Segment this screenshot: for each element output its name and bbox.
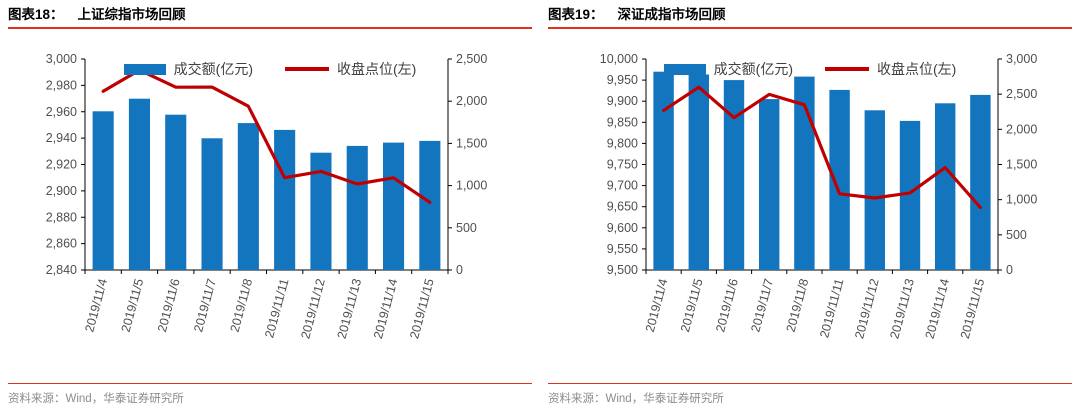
svg-text:9,700: 9,700 — [607, 179, 638, 193]
svg-text:9,900: 9,900 — [607, 94, 638, 108]
szse-chart: 9,500 9,550 9,600 9,650 9,700 9,750 9,800 9,850… — [548, 38, 1072, 381]
panel-title: 深证成指市场回顾 — [617, 7, 726, 22]
svg-text:9,850: 9,850 — [607, 115, 638, 129]
svg-text:2019/11/6: 2019/11/6 — [155, 277, 183, 333]
svg-text:2019/11/6: 2019/11/6 — [713, 277, 741, 333]
source-note: 资料来源：Wind，华泰证券研究所 — [8, 393, 184, 405]
svg-text:2019/11/15: 2019/11/15 — [958, 277, 987, 340]
svg-text:2,840: 2,840 — [46, 263, 77, 277]
szse-chart-svg: 9,500 9,550 9,600 9,650 9,700 9,750 9,800 9,850… — [600, 52, 1038, 340]
svg-text:10,000: 10,000 — [600, 52, 638, 66]
svg-text:9,950: 9,950 — [607, 73, 638, 87]
svg-text:9,600: 9,600 — [607, 221, 638, 235]
svg-text:9,800: 9,800 — [607, 136, 638, 150]
svg-text:1,000: 1,000 — [456, 179, 487, 193]
svg-text:2019/11/14: 2019/11/14 — [371, 277, 400, 340]
svg-text:500: 500 — [1006, 228, 1027, 242]
svg-text:2,920: 2,920 — [46, 158, 77, 172]
svg-text:2019/11/11: 2019/11/11 — [817, 277, 846, 339]
panel-header: 图表18： 上证综指市场回顾 — [8, 0, 532, 29]
chart-panel-szse: 图表19： 深证成指市场回顾 9,500 9,550 9,600 9,650 9,700… — [540, 0, 1080, 420]
svg-text:2,500: 2,500 — [1006, 87, 1037, 101]
svg-text:1,500: 1,500 — [1006, 158, 1037, 172]
svg-text:2019/11/5: 2019/11/5 — [119, 277, 147, 333]
svg-text:3,000: 3,000 — [1006, 52, 1037, 66]
panel-title: 上证综指市场回顾 — [77, 7, 186, 22]
svg-text:9,500: 9,500 — [607, 263, 638, 277]
svg-text:2,900: 2,900 — [46, 184, 77, 198]
svg-text:2,860: 2,860 — [46, 237, 77, 251]
svg-text:2,000: 2,000 — [456, 94, 487, 108]
figure-label: 图表19： — [548, 7, 604, 22]
svg-text:2019/11/13: 2019/11/13 — [335, 277, 364, 340]
svg-text:2019/11/12: 2019/11/12 — [298, 277, 327, 340]
svg-text:2,940: 2,940 — [46, 131, 77, 145]
panel-header: 图表19： 深证成指市场回顾 — [548, 0, 1072, 29]
svg-text:9,750: 9,750 — [607, 158, 638, 172]
svg-text:2019/11/8: 2019/11/8 — [228, 277, 256, 333]
svg-text:2019/11/8: 2019/11/8 — [784, 277, 812, 333]
svg-text:3,000: 3,000 — [46, 52, 77, 66]
svg-text:0: 0 — [1006, 263, 1013, 277]
sse-chart: 2,840 2,860 2,880 2,900 2,920 2,940 2,960 2,980… — [8, 38, 532, 381]
svg-text:2,980: 2,980 — [46, 78, 77, 92]
svg-text:2019/11/5: 2019/11/5 — [678, 277, 706, 333]
svg-text:1,500: 1,500 — [456, 136, 487, 150]
svg-text:0: 0 — [456, 263, 463, 277]
panel-footer: 资料来源：Wind，华泰证券研究所 — [548, 383, 1072, 406]
svg-text:9,550: 9,550 — [607, 242, 638, 256]
svg-text:2019/11/12: 2019/11/12 — [852, 277, 881, 340]
svg-text:2019/11/11: 2019/11/11 — [262, 277, 291, 339]
svg-text:2,880: 2,880 — [46, 210, 77, 224]
svg-text:2019/11/4: 2019/11/4 — [643, 277, 671, 333]
chart-panel-sse: 图表18： 上证综指市场回顾 2,840 2,860 2,880 2,900 2,920… — [8, 0, 532, 406]
svg-text:9,650: 9,650 — [607, 200, 638, 214]
sse-chart-svg: 2,840 2,860 2,880 2,900 2,920 2,940 2,960 2,980… — [46, 52, 488, 340]
svg-text:2,500: 2,500 — [456, 52, 487, 66]
svg-text:2019/11/7: 2019/11/7 — [748, 277, 776, 333]
svg-text:2019/11/4: 2019/11/4 — [82, 277, 110, 333]
panel-footer: 资料来源：Wind，华泰证券研究所 — [8, 383, 532, 406]
svg-text:2,960: 2,960 — [46, 105, 77, 119]
svg-text:2019/11/14: 2019/11/14 — [923, 277, 952, 340]
svg-text:2,000: 2,000 — [1006, 122, 1037, 136]
svg-text:1,000: 1,000 — [1006, 193, 1037, 207]
svg-text:2019/11/13: 2019/11/13 — [887, 277, 916, 340]
figure-label: 图表18： — [8, 7, 64, 22]
svg-text:2019/11/7: 2019/11/7 — [191, 277, 219, 333]
svg-text:2019/11/15: 2019/11/15 — [407, 277, 436, 340]
svg-text:500: 500 — [456, 221, 477, 235]
source-note: 资料来源：Wind，华泰证券研究所 — [548, 393, 724, 405]
